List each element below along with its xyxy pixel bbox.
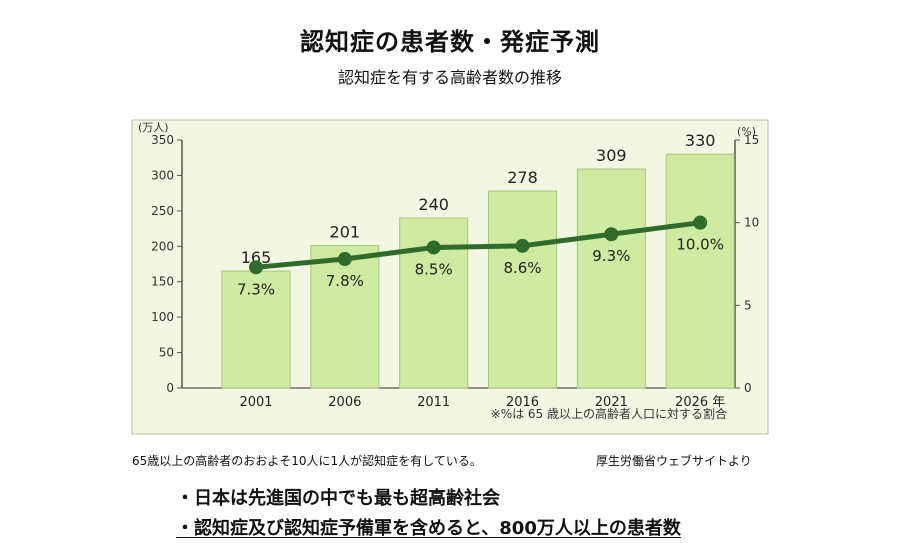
dementia-chart: (万人) 0 50 100 150 200 250 300 350 (%) 0 5 10 15 165 200… xyxy=(131,119,769,435)
bar xyxy=(576,168,646,389)
chart-note: ※%は 65 歳以上の高齢者人口に対する割合 xyxy=(491,406,727,421)
percentage-label: 8.6% xyxy=(503,259,541,277)
percentage-label: 9.3% xyxy=(592,247,630,265)
left-axis-tick-label: 50 xyxy=(159,346,174,360)
right-axis-tick-label: 10 xyxy=(744,216,759,230)
chart-subtitle: 認知症を有する高齢者数の推移 xyxy=(337,68,562,87)
bar-value-label: 240 xyxy=(418,195,449,214)
percentage-point xyxy=(515,238,530,253)
percentage-point xyxy=(604,227,619,242)
percentage-label: 7.3% xyxy=(237,280,275,298)
percentage-point xyxy=(693,215,708,230)
bar xyxy=(665,153,735,389)
x-tick-label: 2001 xyxy=(239,395,272,410)
left-axis-tick-label: 250 xyxy=(151,204,174,218)
chart-caption: 65歳以上の高齢者のおおよそ10人に1人が認知症を有している。 xyxy=(132,454,482,468)
left-axis-tick-label: 300 xyxy=(151,168,174,182)
bar-value-label: 201 xyxy=(330,223,361,242)
chart-container: (万人) 0 50 100 150 200 250 300 350 (%) 0 5 10 15 165 200… xyxy=(130,118,770,436)
bullet-list: ・日本は先進国の中でも最も超高齢社会 ・認知症及び認知症予備軍を含めると、800… xyxy=(176,484,681,544)
right-axis-tick-label: 0 xyxy=(744,381,752,395)
bar xyxy=(221,270,291,389)
percentage-line xyxy=(255,220,701,270)
bar-value-label: 330 xyxy=(685,131,716,150)
right-axis-unit: (%) xyxy=(737,125,756,138)
bar xyxy=(310,245,380,389)
bar xyxy=(488,190,557,389)
x-tick-label: 2021 xyxy=(595,395,628,410)
source-credit: 厚生労働省ウェブサイトより xyxy=(596,454,752,468)
bullet-item-aging-society: ・日本は先進国の中でも最も超高齢社会 xyxy=(176,488,500,509)
bar-value-label: 278 xyxy=(507,168,538,187)
percentage-label: 8.5% xyxy=(415,260,453,278)
percentage-point xyxy=(337,252,352,267)
x-tick-label: 2006 xyxy=(328,395,361,410)
percentage-label: 10.0% xyxy=(676,236,724,254)
x-tick-label: 2016 xyxy=(506,395,539,410)
percentage-point xyxy=(426,240,441,255)
left-axis-tick-label: 150 xyxy=(151,275,174,289)
left-axis-tick-label: 0 xyxy=(166,381,174,395)
right-axis-tick-label: 15 xyxy=(744,133,759,147)
right-axis-tick-label: 5 xyxy=(744,298,752,312)
x-tick-label: 2011 xyxy=(417,395,450,410)
x-tick-label: 2026 年 xyxy=(675,395,725,410)
page-title: 認知症の患者数・発症予測 xyxy=(300,28,600,56)
left-axis-tick-label: 200 xyxy=(151,239,174,253)
percentage-point xyxy=(249,260,263,275)
percentage-label: 7.8% xyxy=(326,272,364,290)
left-axis-tick-label: 350 xyxy=(151,133,174,147)
bar-value-label: 309 xyxy=(596,146,627,165)
bullet-item-patient-count: ・認知症及び認知症予備軍を含めると、800万人以上の患者数 xyxy=(176,518,681,539)
left-axis-tick-label: 100 xyxy=(151,310,174,324)
left-axis-unit: (万人) xyxy=(138,121,169,134)
bar-value-label: 165 xyxy=(241,248,272,267)
